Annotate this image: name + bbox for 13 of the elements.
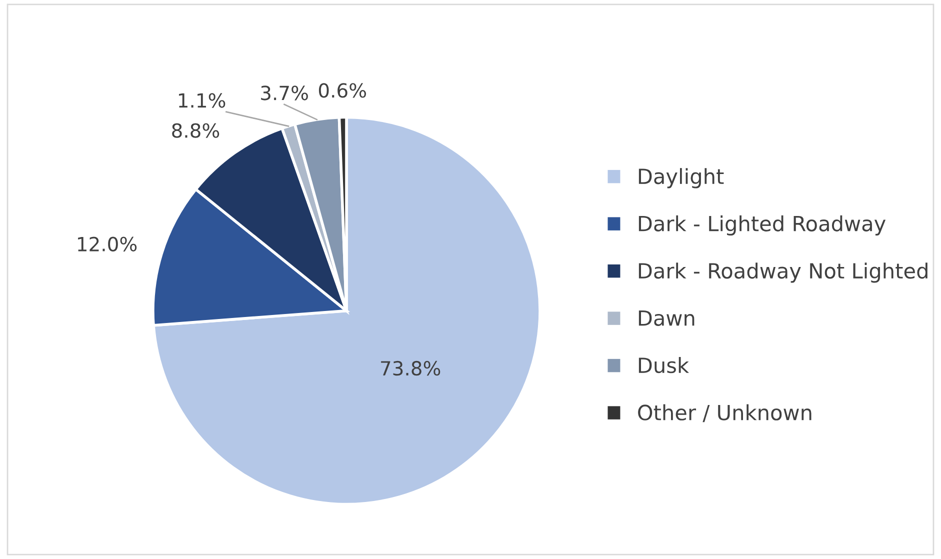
data-label: 12.0% — [78, 236, 137, 252]
data-label: 8.8% — [172, 123, 220, 138]
legend-label: Dawn — [638, 310, 694, 326]
legend-label: Daylight — [638, 168, 724, 188]
data-label: 73.8% — [381, 360, 440, 376]
legend-label: Dark - Lighted Roadway — [638, 215, 886, 236]
legend-label: Dusk — [638, 357, 689, 374]
legend-label: Other / Unknown — [638, 404, 812, 422]
pie-slice — [152, 116, 542, 506]
data-label: 0.6% — [318, 83, 366, 98]
legend-label: Dark - Roadway Not Lighted — [638, 262, 928, 283]
data-label: 3.7% — [261, 86, 308, 100]
data-label: 1.1% — [178, 93, 226, 108]
